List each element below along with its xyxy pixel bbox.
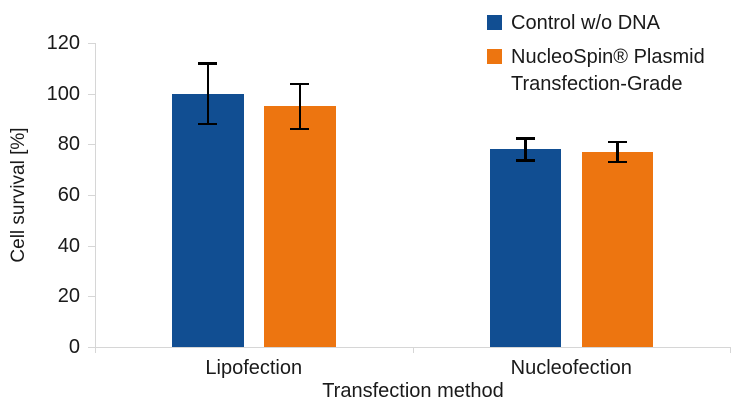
- x-tick-mark: [95, 347, 96, 353]
- x-tick-mark: [730, 347, 731, 353]
- legend-swatch-control-icon: [487, 15, 502, 30]
- y-tick-mark: [88, 296, 95, 298]
- y-tick-mark: [88, 347, 95, 348]
- y-tick-label: 0: [68, 336, 80, 358]
- error-bar-cap: [290, 127, 310, 131]
- legend-item-control: Control w/o DNA: [487, 10, 721, 37]
- legend-item-nucleospin: NucleoSpin® Plasmid Transfection-Grade: [487, 44, 721, 98]
- y-tick-label: 80: [57, 133, 80, 156]
- y-tick-mark: [88, 144, 95, 146]
- y-axis-line: [95, 43, 96, 347]
- y-tick-label: 100: [46, 82, 80, 105]
- bar-nucleospin-plasmid-transfection-grade-lipofection: [264, 106, 336, 347]
- bar-control-w-o-dna-lipofection: [172, 93, 244, 347]
- error-bar-cap: [515, 137, 535, 140]
- bar-control-w-o-dna-nucleofection: [489, 149, 561, 347]
- y-tick-label: 20: [57, 285, 80, 308]
- error-bar-cap: [515, 159, 535, 162]
- y-tick-mark: [88, 43, 95, 44]
- error-bar-cap: [198, 122, 218, 126]
- legend-label-nucleospin: NucleoSpin® Plasmid Transfection-Grade: [511, 46, 705, 95]
- category-label-lipofection: Lipofection: [205, 357, 303, 379]
- y-tick-mark: [88, 195, 95, 196]
- y-tick-mark: [88, 245, 95, 247]
- y-tick-label: 60: [57, 184, 80, 206]
- x-tick-mark: [412, 347, 414, 353]
- error-bar-cap: [607, 140, 627, 144]
- legend: Control w/o DNA NucleoSpin® Plasmid Tran…: [487, 10, 721, 105]
- y-tick-mark: [88, 93, 95, 95]
- legend-label-control: Control w/o DNA: [511, 12, 660, 34]
- error-bar-line: [298, 83, 301, 130]
- bar-nucleospin-plasmid-transfection-grade-nucleofection: [581, 151, 653, 347]
- error-bar-line: [524, 138, 527, 161]
- error-bar-line: [616, 141, 619, 163]
- error-bar-cap: [607, 160, 627, 164]
- y-tick-label: 40: [57, 234, 80, 257]
- y-tick-label: 120: [46, 32, 80, 54]
- error-bar-cap: [198, 62, 218, 65]
- legend-swatch-nucleospin-icon: [487, 49, 502, 64]
- x-axis-title: Transfection method: [322, 380, 504, 402]
- error-bar-line: [206, 63, 209, 125]
- error-bar-cap: [290, 82, 310, 86]
- category-label-nucleofection: Nucleofection: [510, 357, 632, 379]
